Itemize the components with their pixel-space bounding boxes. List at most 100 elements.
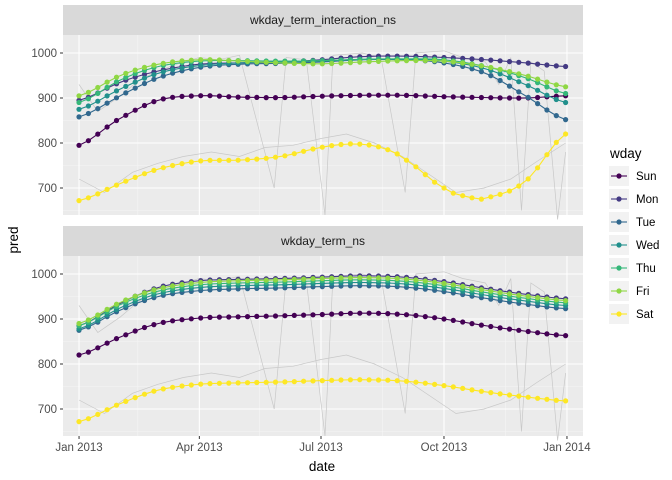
legend-label: Tue [636,217,655,229]
data-point [525,328,531,335]
data-point [357,377,363,383]
data-point [329,143,335,149]
data-point [394,275,400,282]
data-point [123,70,129,76]
data-point [113,79,120,85]
data-point [170,384,176,390]
data-point [244,277,251,284]
data-point [347,377,353,383]
data-point [151,322,157,328]
data-point [319,93,325,99]
data-point [76,93,82,99]
data-point [113,182,120,188]
data-point [198,93,204,99]
data-point [394,378,400,384]
data-point [347,92,353,99]
data-point [432,93,438,99]
data-point [170,162,176,169]
data-point [488,390,494,396]
x-axis: Jan 2013 Apr 2013 Jul 2013 Oct 2013 Jan 2014 [55,436,591,454]
data-point [188,93,194,99]
data-point [450,282,456,288]
data-point [123,90,129,96]
data-point [132,395,138,401]
data-point [113,117,120,124]
data-point [76,106,82,112]
data-point [535,87,541,93]
data-point [488,57,494,63]
data-point [132,79,138,85]
data-point [198,62,204,68]
data-point [450,317,456,323]
data-point [441,280,447,286]
data-point [113,402,120,408]
data-point [301,276,307,282]
y-tick-label: 700 [38,404,57,416]
data-point [469,56,475,62]
data-point [141,80,148,87]
data-point [441,185,447,191]
data-point [226,380,232,386]
data-point [553,297,559,303]
legend-label: Sat [636,309,654,321]
data-point [329,311,335,317]
data-point [235,278,241,284]
data-point [497,289,503,296]
data-point [95,90,101,96]
data-point [338,377,344,383]
data-point [478,287,484,293]
data-point [497,66,503,72]
data-point [553,88,559,94]
data-point [95,312,101,318]
data-point [160,73,166,79]
data-point [375,92,382,98]
data-point [132,107,138,113]
data-point [207,279,213,285]
data-point [329,60,335,67]
data-point [375,310,382,316]
data-point [403,312,410,318]
data-point [385,147,391,153]
data-point [516,327,522,333]
data-point [151,62,157,68]
data-point [460,60,466,66]
data-point [544,152,550,158]
data-point [310,61,316,67]
data-point [478,196,484,202]
data-point [132,71,138,77]
data-point [76,320,82,327]
legend-key-point [616,288,622,294]
data-point [506,291,513,297]
data-point [506,392,513,398]
data-point [216,93,222,99]
data-point [375,58,382,64]
legend-key-point [616,242,622,248]
data-point [553,63,559,69]
data-point [553,332,559,338]
data-point [357,310,363,316]
data-point [469,321,475,327]
data-point [460,385,466,391]
data-point [244,58,251,64]
data-point [310,93,316,100]
facet-1: wkday_term_interaction_ns 700 800 900 1000 [31,5,583,220]
data-point [394,92,400,98]
data-point [104,79,110,85]
data-point [563,298,569,304]
data-point [488,73,494,79]
data-point [432,381,438,387]
data-point [170,59,176,65]
series-sun [76,92,569,148]
data-point [460,319,466,325]
data-point [497,191,503,197]
data-point [301,148,307,154]
data-point [132,85,138,91]
data-point [506,59,513,65]
data-point [263,313,269,319]
data-point [563,84,569,90]
legend-title: wday [609,146,642,161]
data-point [254,59,260,65]
data-point [357,59,363,65]
legend-label: Wed [636,240,659,252]
facet-2: wkday_term_ns 700 800 900 1000 [31,226,583,441]
